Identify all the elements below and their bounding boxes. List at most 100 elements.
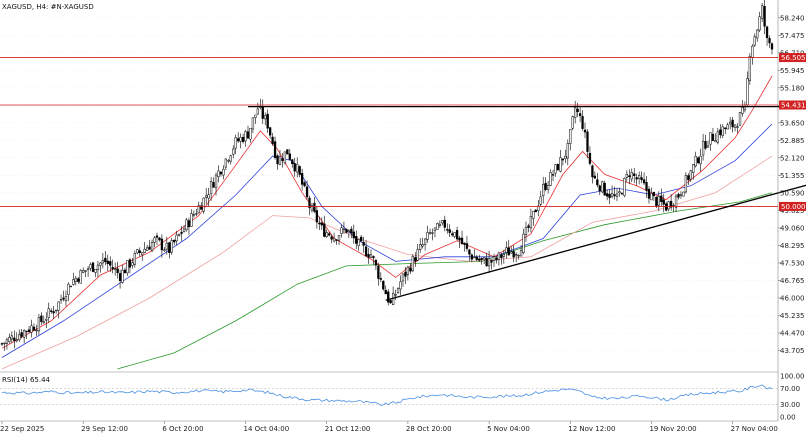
- candle: [411, 254, 414, 273]
- candle: [45, 312, 48, 329]
- candle: [254, 114, 257, 124]
- candle: [234, 134, 237, 155]
- price-tick-label: 50.590: [780, 189, 805, 197]
- candle-body-bear: [603, 182, 606, 196]
- candle-body-bull: [232, 148, 235, 155]
- candle-body-bull: [175, 234, 178, 242]
- candle: [5, 337, 9, 350]
- candle: [163, 247, 166, 252]
- candle: [209, 176, 213, 201]
- candle-body-bull: [399, 281, 402, 290]
- candle: [328, 231, 331, 237]
- candle: [517, 254, 520, 260]
- candle-body-bear: [219, 171, 223, 175]
- candle: [273, 136, 277, 160]
- candle: [315, 206, 319, 229]
- candle: [588, 146, 592, 166]
- candle-body-bull: [406, 266, 410, 275]
- price-tick-label: 57.475: [780, 32, 805, 40]
- candle-body-bull: [214, 174, 218, 189]
- candle: [177, 233, 181, 237]
- candle: [716, 127, 720, 145]
- candle: [337, 234, 341, 245]
- candle: [52, 306, 55, 319]
- candle-body-bull: [185, 219, 188, 230]
- candle: [630, 168, 633, 182]
- candle: [310, 202, 314, 213]
- candle: [362, 236, 365, 253]
- candle-body-bear: [288, 153, 291, 160]
- candle: [679, 191, 683, 199]
- candle-body-bull: [537, 205, 540, 211]
- support-trendline[interactable]: [385, 163, 806, 301]
- candle-body-bull: [564, 155, 567, 159]
- candle-body-bear: [123, 269, 127, 274]
- candle-body-bear: [187, 220, 191, 228]
- candle: [620, 191, 624, 195]
- candle-body-bear: [168, 242, 171, 253]
- candle-body-bull: [224, 158, 228, 168]
- candle: [610, 185, 614, 199]
- candle-body-bear: [731, 119, 734, 128]
- candle-body-bear: [635, 177, 638, 180]
- candle-body-bear: [478, 258, 481, 261]
- time-tick-label: 12 Nov 12:00: [568, 425, 615, 433]
- candle-body-bear: [613, 194, 616, 197]
- candle: [89, 262, 92, 272]
- candle: [399, 275, 402, 296]
- candle-body-bear: [372, 256, 375, 259]
- time-tick-label: 28 Oct 20:00: [406, 425, 452, 433]
- rsi-tick-label: 100.00: [780, 373, 805, 381]
- candle: [502, 249, 505, 264]
- candle-body-bull: [217, 170, 220, 177]
- time-tick-label: 5 Nov 04:00: [487, 425, 530, 433]
- candle: [268, 126, 272, 139]
- candle: [601, 180, 604, 194]
- candle: [283, 151, 287, 165]
- candle: [54, 309, 58, 314]
- candle-body-bull: [423, 238, 427, 245]
- time-tick-label: 21 Oct 12:00: [325, 425, 371, 433]
- candle-body-bear: [387, 291, 390, 303]
- candle-body-bear: [770, 43, 774, 50]
- candle: [406, 265, 410, 281]
- candle-body-bear: [591, 165, 594, 178]
- candle-body-bull: [514, 254, 518, 256]
- candle: [281, 152, 284, 168]
- candle: [684, 172, 688, 194]
- candle: [8, 333, 11, 344]
- candle: [116, 261, 119, 279]
- candle-body-bull: [497, 252, 501, 260]
- candle-body-bear: [598, 185, 601, 192]
- candle: [96, 260, 100, 278]
- candle: [293, 157, 296, 177]
- candle-body-bull: [733, 124, 737, 128]
- candle-body-bull: [131, 262, 134, 266]
- candle: [404, 266, 407, 285]
- candle: [625, 170, 628, 182]
- candle: [574, 100, 577, 124]
- candle-body-bull: [684, 174, 688, 193]
- candle: [62, 290, 65, 302]
- candle-body-bear: [50, 310, 53, 312]
- candle-body-bull: [674, 195, 678, 208]
- candle-body-bear: [212, 182, 215, 188]
- candle: [372, 255, 375, 265]
- candle: [738, 111, 742, 126]
- candle-body-bear: [335, 239, 338, 241]
- candle-body-bull: [190, 213, 193, 227]
- candle: [15, 332, 18, 343]
- candle: [313, 197, 316, 214]
- candle: [187, 217, 191, 235]
- candle-body-bull: [153, 237, 156, 243]
- price-tick-label: 44.470: [780, 329, 805, 337]
- candle-body-bull: [37, 317, 41, 332]
- candle-body-bull: [532, 210, 535, 219]
- candle-body-bull: [35, 329, 38, 332]
- candle-body-bull: [143, 248, 146, 253]
- candle-body-bull: [283, 151, 287, 164]
- candle-body-bear: [490, 260, 493, 263]
- candle-body-bull: [519, 250, 523, 257]
- candle: [291, 158, 294, 168]
